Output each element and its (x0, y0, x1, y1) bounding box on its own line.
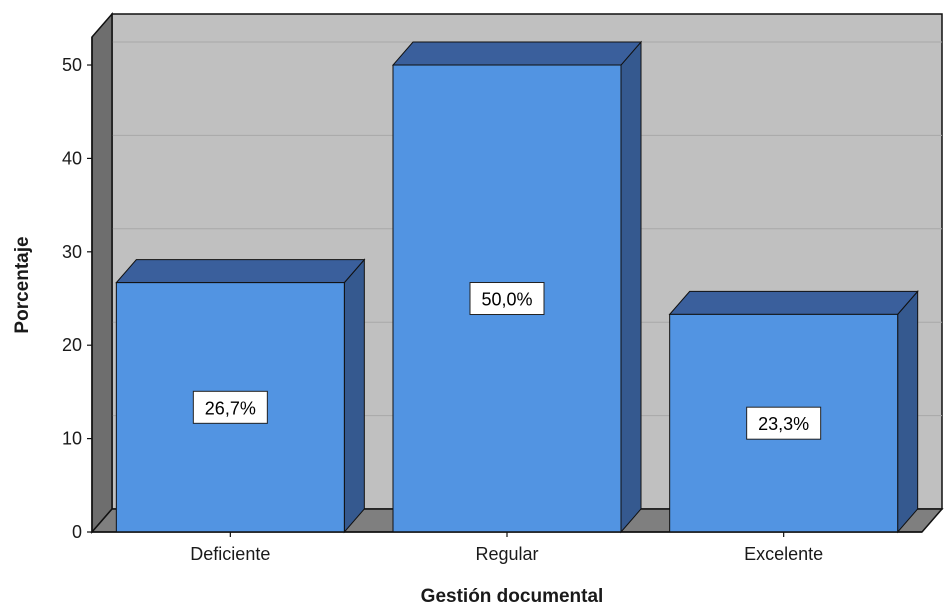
bar-side (620, 40, 642, 534)
data-label-box (469, 282, 545, 316)
x-tick-label: Regular (475, 544, 538, 564)
y-tick-label: 0 (72, 522, 82, 542)
y-tick-label: 40 (62, 148, 82, 168)
bar-top (668, 290, 919, 315)
y-tick-label: 20 (62, 335, 82, 355)
bar-top (115, 259, 366, 284)
bar-side (343, 258, 365, 534)
data-label-box (192, 390, 268, 424)
y-tick-label: 10 (62, 429, 82, 449)
y-tick-label: 30 (62, 242, 82, 262)
plot-left-wall (91, 11, 113, 535)
data-label-box (746, 406, 822, 440)
data-label: 26,7% (205, 398, 256, 418)
x-tick-label: Deficiente (190, 544, 270, 564)
bar-top (391, 41, 643, 66)
y-tick-label: 50 (62, 55, 82, 75)
data-label: 23,3% (758, 414, 809, 434)
y-axis-title: Porcentaje (12, 236, 33, 333)
x-tick-label: Excelente (744, 544, 823, 564)
bar-side (897, 290, 919, 534)
x-axis-title: Gestión documental (421, 586, 604, 607)
data-label: 50,0% (481, 290, 532, 310)
